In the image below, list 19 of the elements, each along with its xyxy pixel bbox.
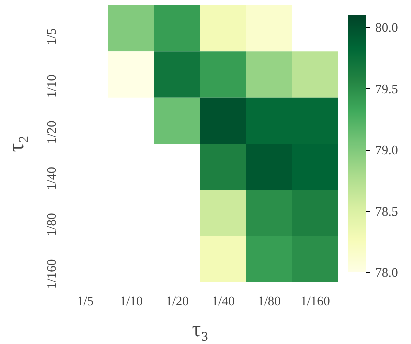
y-tick-label: 1/40 — [44, 167, 59, 190]
color-bar-label: 78.5 — [376, 204, 398, 219]
x-tick-label: 1/10 — [120, 294, 144, 308]
y-tick-label: 1/160 — [44, 259, 59, 290]
y-axis-title: τ₂ — [4, 136, 28, 152]
x-axis-title: τ₃ — [192, 316, 209, 342]
x-tick-label: 1/20 — [166, 294, 190, 308]
x-tick-label: 1/5 — [77, 294, 94, 308]
y-tick-label: 1/10 — [44, 74, 59, 98]
color-bar-label: 80.0 — [376, 20, 398, 36]
y-tick-label: 1/80 — [44, 213, 59, 236]
y-tick-label: 1/20 — [44, 120, 59, 144]
x-tick-label: 1/80 — [258, 294, 282, 308]
color-bar-label: 79.5 — [376, 81, 398, 96]
x-tick-label: 1/40 — [212, 294, 236, 308]
x-tick-label: 1/160 — [300, 294, 330, 308]
color-bar-label: 79.0 — [376, 142, 398, 158]
y-tick-label: 1/5 — [44, 28, 59, 46]
color-bar-label: 78.0 — [376, 265, 398, 280]
